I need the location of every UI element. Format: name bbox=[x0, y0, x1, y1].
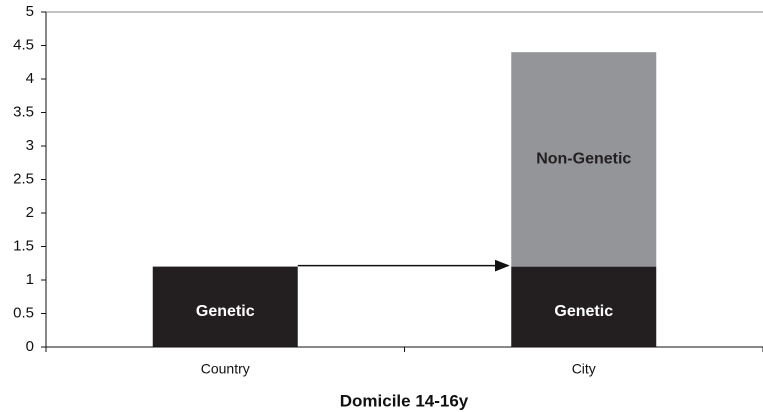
y-tick-label: 3.5 bbox=[13, 103, 34, 120]
bar-segment bbox=[511, 266, 657, 347]
y-tick-label: 2.5 bbox=[13, 170, 34, 187]
segment-label: Genetic bbox=[554, 303, 613, 320]
y-tick-label: 5 bbox=[26, 3, 34, 20]
x-tick-label: Country bbox=[201, 361, 250, 377]
x-axis-title: Domicile 14-16y bbox=[340, 391, 469, 410]
y-tick-label: 4 bbox=[26, 70, 34, 87]
y-tick-label: 0.5 bbox=[13, 304, 34, 321]
y-tick-label: 1.5 bbox=[13, 237, 34, 254]
y-tick-label: 1 bbox=[26, 271, 34, 288]
y-tick-label: 3 bbox=[26, 137, 34, 154]
segment-label: Genetic bbox=[196, 303, 255, 320]
y-tick-label: 2 bbox=[26, 204, 34, 221]
bar-segment bbox=[511, 52, 657, 267]
x-tick-label: City bbox=[572, 361, 596, 377]
y-tick-label: 0 bbox=[26, 338, 34, 355]
y-tick-label: 4.5 bbox=[13, 36, 34, 53]
bar-segment bbox=[152, 266, 298, 347]
segment-label: Non-Genetic bbox=[536, 151, 631, 168]
